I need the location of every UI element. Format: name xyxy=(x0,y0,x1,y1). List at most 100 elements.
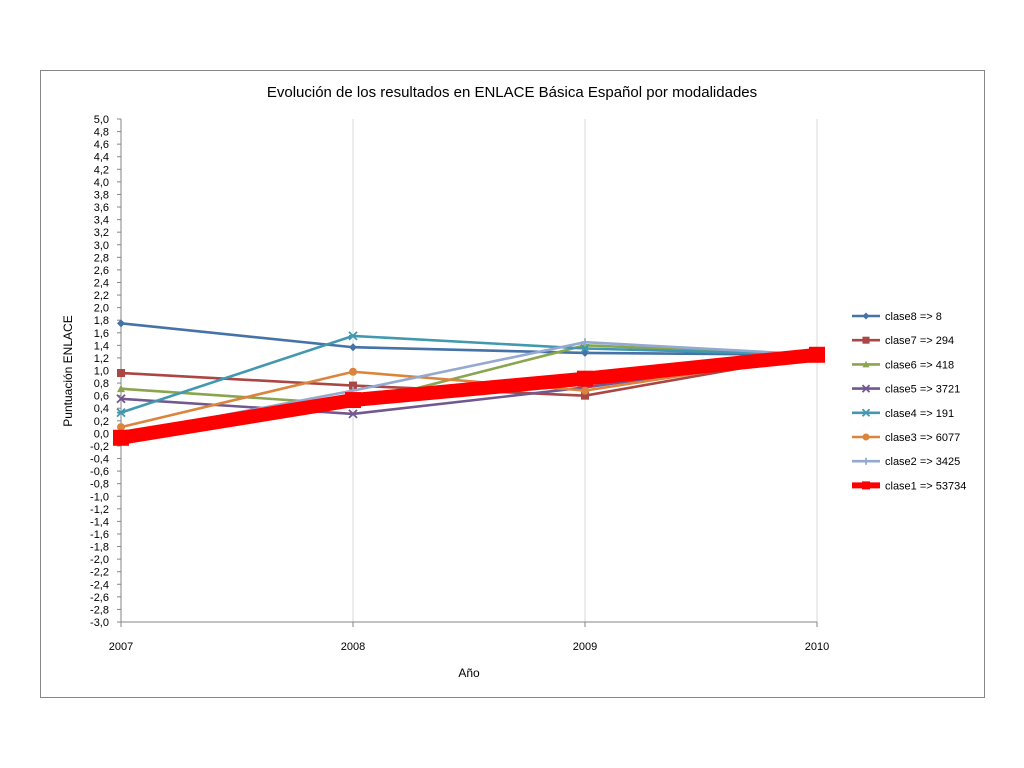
y-tick-label: -1,8 xyxy=(90,542,109,554)
legend-label: clase5 => 3721 xyxy=(885,384,960,396)
y-tick-label: 4,6 xyxy=(94,139,109,151)
series-line xyxy=(120,322,818,357)
data-point xyxy=(349,343,357,352)
y-tick-label: 0,6 xyxy=(94,391,109,403)
legend-item: clase1 => 53734 xyxy=(852,480,966,492)
legend-label: clase7 => 294 xyxy=(885,335,954,347)
data-point xyxy=(117,384,125,393)
y-tick-label: 1,0 xyxy=(94,366,109,378)
y-tick-label: 2,8 xyxy=(94,252,109,264)
legend-item: clase6 => 418 xyxy=(852,359,954,371)
legend: clase8 => 8 clase7 => 294 clase6 => 418 cla… xyxy=(852,311,966,492)
legend-item: clase5 => 3721 xyxy=(852,384,960,396)
y-tick-label: 2,4 xyxy=(94,277,109,289)
y-tick-label: 1,4 xyxy=(94,340,109,352)
legend-marker xyxy=(862,457,870,465)
x-tick-label: 2009 xyxy=(573,641,597,653)
y-tick-label: 2,6 xyxy=(94,265,109,277)
legend-marker xyxy=(861,408,871,417)
y-tick-label: 1,2 xyxy=(94,353,109,365)
series-line xyxy=(120,344,818,406)
y-tick-label: 3,4 xyxy=(94,215,109,227)
y-tick-label: -2,6 xyxy=(90,592,109,604)
legend-marker xyxy=(862,360,870,368)
data-point xyxy=(117,423,125,432)
legend-label: clase6 => 418 xyxy=(885,359,954,371)
x-tick-label: 2010 xyxy=(805,641,829,653)
legend-label: clase1 => 53734 xyxy=(885,480,966,492)
y-tick-label: -1,6 xyxy=(90,529,109,541)
data-point xyxy=(577,370,593,387)
y-tick-label: 3,2 xyxy=(94,227,109,239)
y-tick-label: 0,2 xyxy=(94,416,109,428)
y-tick-label: -1,4 xyxy=(90,516,109,528)
data-point xyxy=(581,338,589,347)
y-tick-label: 0,8 xyxy=(94,378,109,390)
y-tick-label: 2,2 xyxy=(94,290,109,302)
y-tick-label: -2,8 xyxy=(90,604,109,616)
y-tick-label: 2,0 xyxy=(94,303,109,315)
legend-item: clase4 => 191 xyxy=(852,408,954,420)
y-tick-label: 1,8 xyxy=(94,315,109,327)
y-tick-label: 4,4 xyxy=(94,152,109,164)
x-tick-label: 2007 xyxy=(109,641,133,653)
y-tick-label: -2,4 xyxy=(90,579,109,591)
legend-marker xyxy=(862,433,870,441)
y-tick-labels: -3,0-2,8-2,6-2,4-2,2-2,0-1,8-1,6-1,4-1,2… xyxy=(90,114,109,629)
data-point xyxy=(581,386,589,395)
data-point xyxy=(117,319,125,328)
data-point xyxy=(348,331,358,341)
y-tick-label: -2,0 xyxy=(90,554,109,566)
y-tick-label: -0,6 xyxy=(90,466,109,478)
data-point xyxy=(113,429,129,446)
legend-item: clase3 => 6077 xyxy=(852,432,960,444)
legend-label: clase8 => 8 xyxy=(885,311,942,323)
legend-item: clase2 => 3425 xyxy=(852,456,960,468)
x-tick-labels: 2007 2008 2009 2010 xyxy=(109,641,829,653)
y-axis-title: Puntuación ENLACE xyxy=(61,315,75,426)
y-tick-label: 3,6 xyxy=(94,202,109,214)
y-tick-label: 0,4 xyxy=(94,403,109,415)
series-8 xyxy=(113,346,825,446)
legend-marker xyxy=(862,312,870,320)
legend-item: clase7 => 294 xyxy=(852,335,954,347)
data-point xyxy=(349,381,357,390)
legend-label: clase4 => 191 xyxy=(885,408,954,420)
legend-label: clase3 => 6077 xyxy=(885,432,960,444)
y-tick-label: -0,2 xyxy=(90,441,109,453)
legend-marker xyxy=(862,481,870,490)
y-tick-label: 4,0 xyxy=(94,177,109,189)
y-tick-label: -3,0 xyxy=(90,617,109,629)
series-lines xyxy=(113,319,825,446)
chart-title: Evolución de los resultados en ENLACE Bá… xyxy=(267,84,757,101)
series-line xyxy=(119,347,818,445)
legend-marker xyxy=(862,336,870,344)
legend-item: clase8 => 8 xyxy=(852,311,942,323)
y-tick-label: -0,8 xyxy=(90,479,109,491)
data-point xyxy=(116,394,126,404)
y-tick-label: 1,6 xyxy=(94,328,109,340)
legend-label: clase2 => 3425 xyxy=(885,456,960,468)
y-tick-label: 3,0 xyxy=(94,240,109,252)
x-tick-label: 2008 xyxy=(341,641,365,653)
y-tick-label: -1,0 xyxy=(90,491,109,503)
y-tick-label: 5,0 xyxy=(94,114,109,126)
data-point xyxy=(349,367,357,376)
data-point xyxy=(581,391,589,400)
y-tick-label: -0,4 xyxy=(90,454,109,466)
data-point xyxy=(116,407,126,418)
y-tick-label: 0,0 xyxy=(94,428,109,440)
y-tick-label: -1,2 xyxy=(90,504,109,516)
series-line xyxy=(120,334,818,414)
data-point xyxy=(348,409,358,419)
data-point xyxy=(580,343,590,354)
data-point xyxy=(345,392,361,409)
y-tick-label: 4,8 xyxy=(94,127,109,139)
y-tick-label: 3,8 xyxy=(94,189,109,201)
x-axis-title: Año xyxy=(458,666,480,680)
y-tick-label: -2,2 xyxy=(90,567,109,579)
data-point xyxy=(809,346,825,363)
legend-marker xyxy=(861,384,871,393)
data-point xyxy=(117,369,125,378)
